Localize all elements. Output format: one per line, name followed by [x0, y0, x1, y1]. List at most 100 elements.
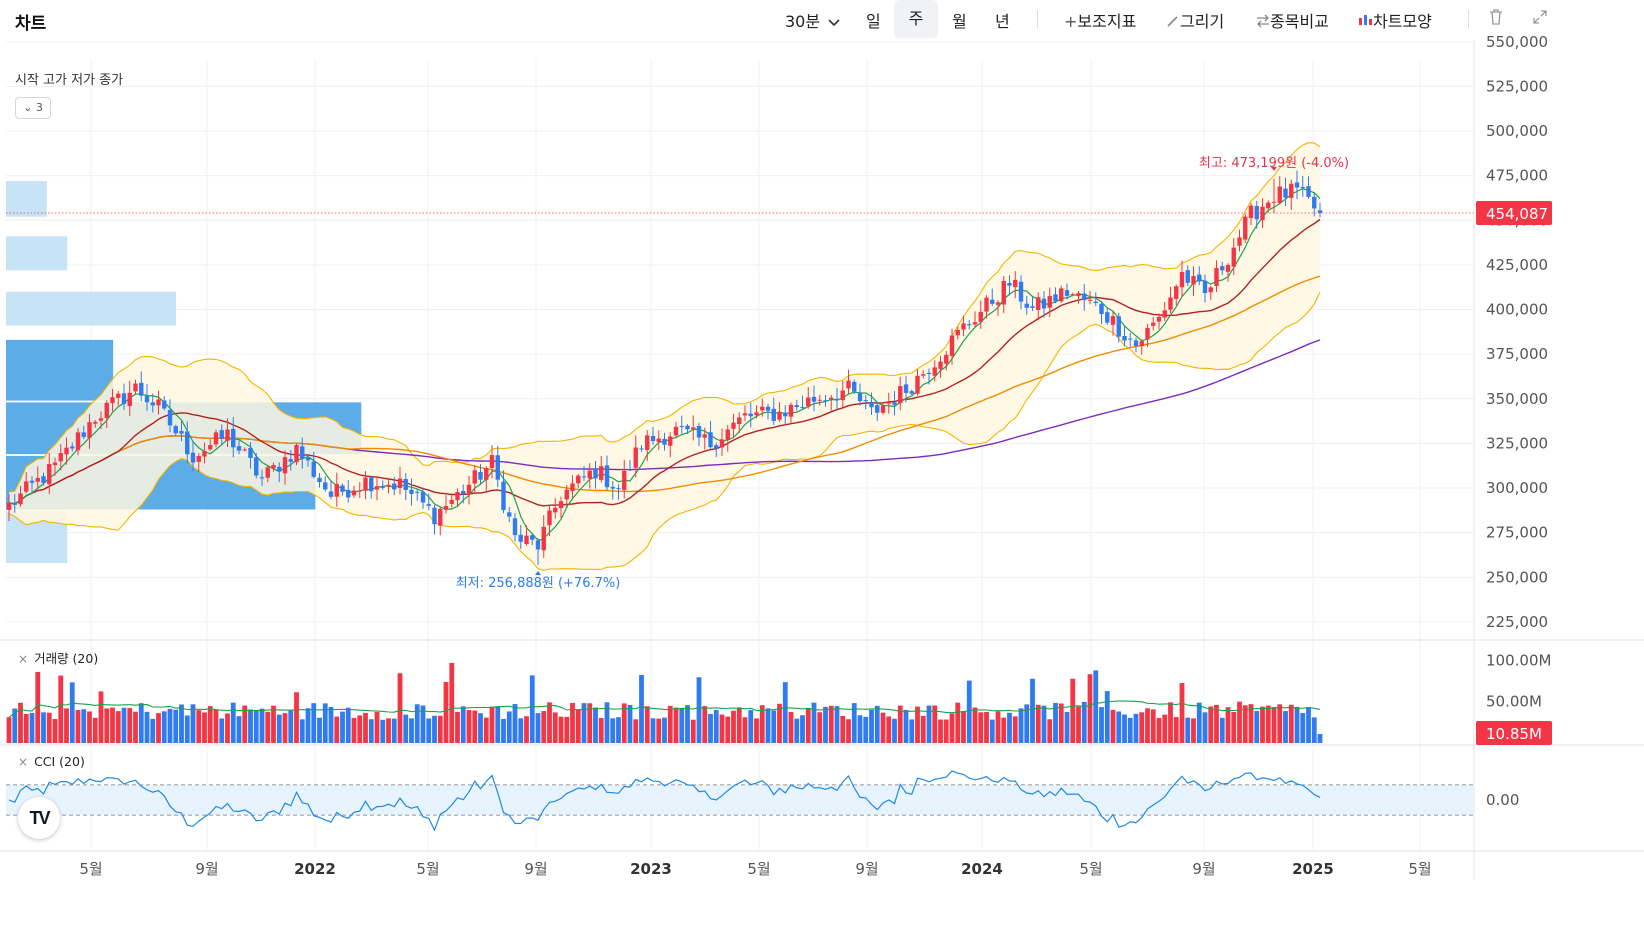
candle-body [392, 483, 397, 490]
volume-bar [368, 719, 374, 743]
candle-body [581, 476, 587, 478]
volume-bar [1047, 719, 1053, 743]
volume-bar [719, 714, 725, 743]
volume-bar [621, 703, 627, 743]
candle-body [507, 512, 512, 517]
volume-bar [52, 719, 58, 743]
volume-bar [29, 712, 35, 743]
volume-bar [501, 718, 506, 743]
candle-body [593, 469, 598, 479]
candle-body [535, 540, 541, 550]
candle-body [443, 506, 449, 510]
candle-body [915, 375, 920, 394]
volume-bar [1277, 704, 1283, 743]
chart-type-button[interactable]: 차트모양 [1358, 8, 1432, 32]
volume-bar [230, 702, 236, 743]
volume-bar [35, 671, 41, 743]
period-year-button[interactable]: 년 [995, 12, 1010, 31]
high-annotation: 최고: 473,199원 (-4.0%) [1199, 156, 1349, 171]
candle-body [846, 380, 851, 389]
candle-body [1110, 316, 1116, 325]
time-tick-label: 9월 [195, 860, 218, 878]
current-volume-label: 10.85M [1486, 725, 1542, 743]
volume-bar [1053, 702, 1058, 743]
period-month-button[interactable]: 월 [952, 12, 967, 31]
volume-bar [1179, 683, 1185, 743]
compare-button[interactable]: 종목비교 [1256, 8, 1329, 32]
cci-line [8, 770, 1321, 832]
draw-button[interactable]: 그리기 [1166, 8, 1224, 32]
volume-bar [1242, 705, 1248, 743]
volume-bar [863, 716, 869, 743]
candle-body [1024, 303, 1029, 308]
bollinger-band-area [9, 142, 1320, 571]
candle-body [1036, 297, 1041, 310]
volume-bar [1271, 707, 1277, 743]
interval-dropdown[interactable]: 30분 [785, 8, 840, 32]
volume-bar [1035, 704, 1041, 743]
volume-bar [92, 717, 98, 743]
volume-bar [529, 675, 535, 743]
candle-body [374, 486, 380, 490]
candle-body [794, 405, 799, 408]
period-week-button[interactable]: 주 [894, 0, 938, 38]
candle-body [1122, 335, 1127, 341]
low-marker-icon [535, 571, 541, 576]
volume-bar [311, 703, 317, 743]
close-icon[interactable]: × [18, 755, 29, 769]
volume-indicator-label[interactable]: × 거래량 (20) [18, 648, 98, 667]
volume-bar [409, 718, 414, 743]
time-tick-label: 2022 [294, 860, 336, 878]
period-day-button[interactable]: 일 [866, 12, 881, 31]
volume-bar [644, 706, 650, 743]
candle-body [489, 455, 495, 468]
cci-indicator-label[interactable]: × CCI (20) [18, 754, 85, 769]
cci-plot [6, 770, 1474, 832]
volume-bar [426, 718, 432, 743]
chevron-down-icon [828, 19, 840, 27]
candle-body [995, 302, 1001, 305]
volume-bar [81, 709, 87, 743]
volume-bar [1150, 709, 1156, 743]
candle-body [254, 457, 259, 476]
candle-body [1248, 205, 1254, 219]
volume-bar [253, 710, 259, 743]
candle-body [1243, 216, 1248, 240]
volume-bar [1173, 717, 1179, 743]
volume-bar [518, 718, 524, 743]
volume-bar [984, 711, 989, 743]
price-tick-label: 500,000 [1486, 122, 1548, 140]
candle-body [1053, 294, 1058, 302]
volume-bar [604, 702, 610, 743]
candle-body [829, 397, 834, 400]
price-tick-label: 400,000 [1486, 301, 1548, 319]
volume-bar [932, 705, 938, 743]
volume-bar [708, 713, 713, 743]
trash-icon [1490, 9, 1502, 25]
candle-body [294, 445, 299, 463]
time-tick-label: 9월 [524, 860, 547, 878]
candle-body [1041, 298, 1047, 309]
draw-label: 그리기 [1180, 12, 1225, 31]
volume-bar [639, 674, 644, 743]
close-icon[interactable]: × [18, 652, 29, 666]
legend-collapse-button[interactable]: ⌄ 3 [15, 97, 51, 119]
volume-bar [1294, 706, 1300, 743]
candle-body [41, 476, 46, 483]
volume-bar [1139, 712, 1145, 743]
volume-bar [920, 715, 926, 743]
candle-body [70, 446, 75, 449]
candle-body [93, 421, 98, 424]
volume-bar [541, 711, 547, 743]
price-overlay: 최고: 473,199원 (-4.0%) 최저: 256,888원 (+76.7%… [6, 156, 1474, 591]
indicators-button[interactable]: +보조지표 [1064, 8, 1136, 32]
volume-bar [1185, 717, 1191, 743]
candle-body [81, 432, 86, 437]
volume-bar [817, 712, 823, 743]
volume-bar [1225, 707, 1231, 743]
candle-body [547, 510, 552, 526]
chevron-down-icon: ⌄ [23, 101, 33, 114]
volume-bar [196, 710, 202, 743]
volume-bar [1300, 713, 1306, 743]
